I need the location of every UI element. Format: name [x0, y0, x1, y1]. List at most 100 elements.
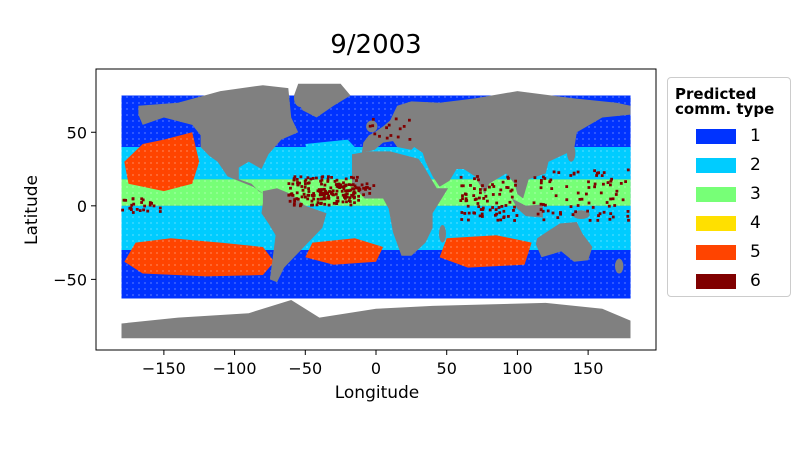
type-6-point	[481, 208, 485, 211]
type-6-point	[316, 197, 320, 201]
type-6-point	[481, 184, 484, 187]
land-australia	[535, 222, 593, 262]
land-greenland	[294, 83, 351, 118]
type-6-point	[481, 215, 484, 218]
type-6-point	[476, 202, 480, 205]
type-6-point	[307, 194, 310, 197]
x-tick-label: −150	[142, 359, 186, 378]
type-6-point	[473, 177, 476, 181]
legend-label-3: 3	[750, 184, 761, 204]
type-6-point	[597, 214, 600, 217]
type-6-point	[548, 180, 552, 184]
land-north-america	[138, 85, 299, 195]
type-6-point	[608, 217, 612, 221]
type-6-point	[350, 193, 353, 197]
type-6-point	[464, 199, 468, 203]
type-6-point	[347, 189, 351, 193]
type-6-point	[533, 176, 537, 179]
type-6-point	[344, 193, 348, 197]
type-6-point	[605, 201, 609, 204]
type-6-point	[132, 202, 136, 206]
type-6-point	[510, 195, 514, 199]
legend-swatch-1	[696, 129, 736, 144]
type-6-point	[140, 201, 143, 204]
type-6-point	[486, 199, 489, 203]
type-6-point	[394, 117, 398, 121]
type-6-point	[461, 197, 464, 200]
type-6-point	[469, 184, 472, 187]
type-6-point	[598, 212, 602, 216]
type-6-point	[288, 199, 292, 203]
type-6-point	[335, 185, 339, 188]
type-6-point	[483, 188, 487, 191]
type-6-point	[484, 194, 488, 198]
type-6-point	[479, 191, 482, 195]
type-6-point	[320, 188, 324, 191]
type-6-point	[479, 188, 482, 191]
x-axis-label: Longitude	[335, 383, 420, 403]
type-6-point	[348, 196, 352, 200]
legend-label-5: 5	[750, 242, 761, 262]
type-6-point	[500, 205, 504, 208]
type-6-point	[488, 208, 492, 212]
type-6-point	[609, 197, 612, 201]
type-6-point	[463, 192, 467, 196]
type-6-point	[312, 192, 315, 195]
type-6-point	[506, 186, 510, 189]
type-6-point	[319, 197, 323, 201]
type-6-point	[335, 178, 339, 182]
type-6-point	[148, 201, 152, 204]
type-6-point	[621, 198, 625, 202]
land-madagascar	[439, 225, 446, 243]
type-6-point	[338, 186, 341, 189]
type-6-point	[597, 171, 600, 175]
type-6-point	[460, 218, 464, 221]
type-6-point	[501, 180, 505, 184]
type-6-point	[330, 176, 333, 179]
type-6-point	[461, 184, 465, 188]
type-6-point	[366, 186, 369, 189]
type-6-point	[306, 181, 310, 185]
type-6-point	[349, 188, 353, 192]
legend-label-4: 4	[750, 213, 761, 233]
type-6-point	[344, 184, 347, 188]
type-6-point	[322, 197, 326, 200]
type-6-point	[309, 177, 313, 181]
type-6-point	[357, 189, 361, 193]
type-6-point	[138, 209, 142, 212]
type-6-point	[513, 205, 516, 209]
type-6-point	[508, 200, 512, 204]
type-6-point	[576, 170, 580, 174]
type-6-point	[319, 202, 323, 205]
type-6-point	[491, 193, 495, 196]
land-africa	[352, 151, 449, 256]
type-6-point	[354, 186, 358, 189]
type-6-point	[371, 117, 375, 121]
type-6-point	[292, 178, 296, 182]
type-6-point	[373, 132, 377, 136]
type-6-point	[565, 198, 569, 202]
legend-swatch-4	[696, 216, 736, 231]
type-6-point	[609, 212, 613, 215]
type-6-point	[539, 181, 543, 185]
type-6-point	[289, 186, 292, 190]
type-6-point	[542, 203, 545, 206]
type-6-point	[602, 182, 605, 186]
type-6-point	[482, 197, 486, 200]
type-6-point	[296, 181, 299, 184]
type-6-point	[476, 175, 479, 178]
type-6-point	[543, 177, 547, 180]
legend-swatch-2	[696, 158, 736, 173]
x-tick-label: 0	[371, 359, 381, 378]
type-6-point	[488, 185, 491, 189]
type-6-point	[596, 219, 600, 222]
type-6-point	[368, 124, 372, 128]
type-6-point	[357, 198, 360, 202]
type-6-point	[551, 211, 555, 215]
type-6-point	[478, 214, 482, 218]
legend-title-line1: Predicted	[675, 85, 757, 103]
type-6-point	[495, 201, 499, 205]
type-6-point	[299, 204, 302, 208]
type-6-point	[507, 215, 510, 218]
